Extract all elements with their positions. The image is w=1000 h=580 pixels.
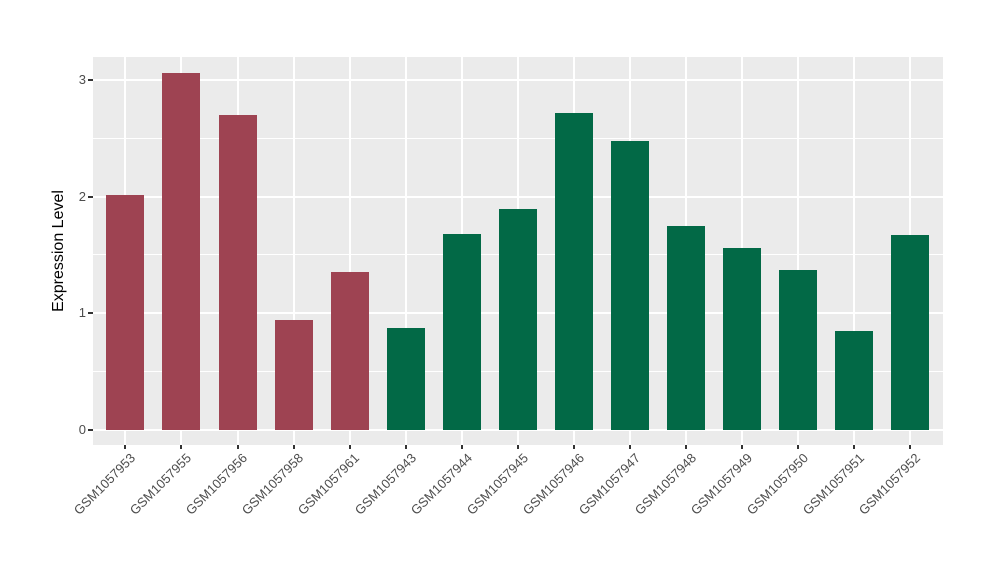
gridline-vertical-GSM1057958 bbox=[292, 57, 295, 445]
y-axis-title: Expression Level bbox=[50, 190, 67, 312]
bar-GSM1057961 bbox=[330, 272, 369, 430]
bar-GSM1057943 bbox=[386, 328, 425, 430]
x-tick-mark-GSM1057955 bbox=[180, 445, 183, 449]
bar-GSM1057944 bbox=[442, 233, 481, 430]
bar-GSM1057951 bbox=[835, 330, 874, 430]
gridline-vertical-GSM1057951 bbox=[853, 57, 856, 445]
x-tick-mark-GSM1057952 bbox=[909, 445, 912, 449]
x-tick-mark-GSM1057958 bbox=[292, 445, 295, 449]
x-tick-mark-GSM1057956 bbox=[236, 445, 239, 449]
y-tick-label-1: 1 bbox=[78, 305, 86, 321]
bar-GSM1057958 bbox=[274, 320, 313, 430]
bar-GSM1057955 bbox=[162, 72, 201, 430]
gridline-major-3 bbox=[93, 78, 943, 81]
gridline-major-2 bbox=[93, 195, 943, 198]
y-tick-label-3: 3 bbox=[78, 71, 86, 87]
y-tick-label-0: 0 bbox=[78, 422, 86, 437]
y-tick-mark-2 bbox=[88, 195, 93, 198]
x-tick-mark-GSM1057945 bbox=[516, 445, 519, 449]
bar-GSM1057949 bbox=[723, 247, 762, 430]
bar-GSM1057950 bbox=[779, 270, 818, 430]
x-tick-mark-GSM1057953 bbox=[124, 445, 127, 449]
gridline-vertical-GSM1057943 bbox=[404, 57, 407, 445]
y-tick-mark-3 bbox=[88, 78, 93, 81]
x-tick-mark-GSM1057946 bbox=[572, 445, 575, 449]
gridline-minor-2.5 bbox=[93, 137, 943, 139]
x-tick-mark-GSM1057944 bbox=[460, 445, 463, 449]
x-tick-mark-GSM1057943 bbox=[404, 445, 407, 449]
bar-GSM1057948 bbox=[667, 225, 706, 430]
bar-GSM1057956 bbox=[218, 114, 257, 430]
y-tick-mark-0 bbox=[88, 429, 93, 431]
y-tick-mark-1 bbox=[88, 312, 93, 315]
gridline-vertical-GSM1057950 bbox=[797, 57, 800, 445]
x-tick-mark-GSM1057961 bbox=[348, 445, 351, 449]
x-tick-mark-GSM1057951 bbox=[853, 445, 856, 449]
bar-GSM1057946 bbox=[554, 112, 593, 430]
x-tick-mark-GSM1057947 bbox=[629, 445, 632, 449]
bar-GSM1057952 bbox=[891, 235, 930, 430]
y-tick-label-2: 2 bbox=[78, 188, 86, 204]
bar-GSM1057945 bbox=[498, 209, 537, 430]
bar-GSM1057947 bbox=[611, 140, 650, 430]
x-tick-mark-GSM1057948 bbox=[685, 445, 688, 449]
plot-panel bbox=[93, 57, 943, 445]
gridline-major-0 bbox=[93, 429, 943, 431]
x-tick-mark-GSM1057949 bbox=[741, 445, 744, 449]
bar-GSM1057953 bbox=[106, 195, 145, 430]
gridline-vertical-GSM1057961 bbox=[348, 57, 351, 445]
x-tick-mark-GSM1057950 bbox=[797, 445, 800, 449]
